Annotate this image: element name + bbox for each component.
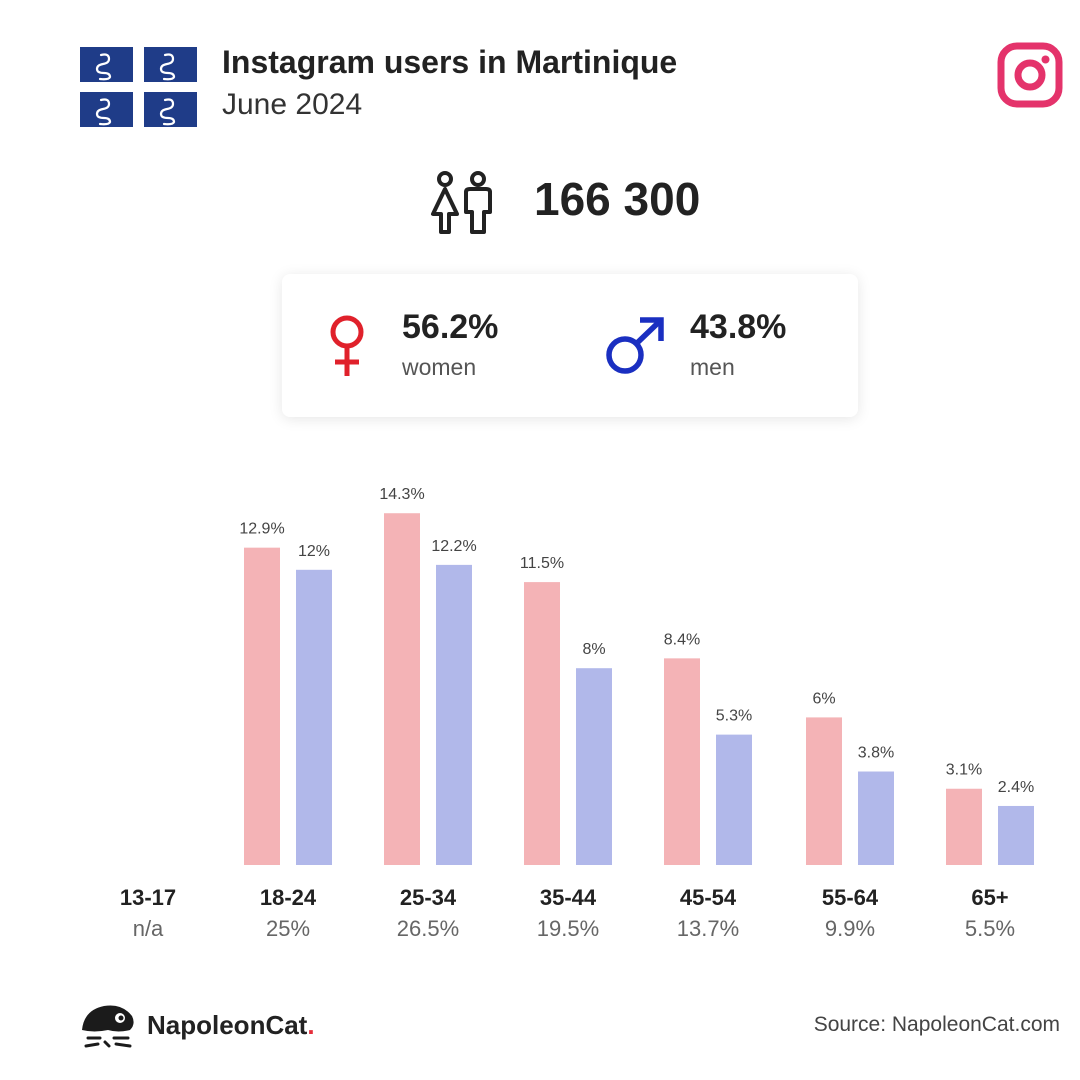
bar-label-men-25-34: 12.2% <box>431 538 476 555</box>
age-gender-bar-chart: 12.9% 12% 14.3% 12.2% 11.5% 8% 8.4% 5.3% 6% 3.8% 3… <box>239 486 1034 865</box>
age-group-35-44: 35-44 19.5% <box>498 884 638 946</box>
page-subtitle: June 2024 <box>222 88 363 121</box>
age-share-label: 19.5% <box>536 916 600 941</box>
age-share-label: 13.7% <box>676 916 740 941</box>
bar-label-men-55-64: 3.8% <box>858 745 894 762</box>
age-range-label: 65+ <box>971 885 1009 910</box>
bar-women-25-34 <box>384 513 420 865</box>
instagram-icon <box>997 42 1063 108</box>
bar-men-25-34 <box>436 564 472 865</box>
age-share-label: 5.5% <box>964 916 1016 941</box>
bar-women-45-54 <box>664 658 700 865</box>
age-group-18-24: 18-24 25% <box>218 884 358 946</box>
bar-women-65+ <box>946 788 982 865</box>
age-range-label: 55-64 <box>821 885 879 910</box>
bar-label-men-35-44: 8% <box>582 641 605 658</box>
age-group-65+: 65+ 5.5% <box>920 884 1060 946</box>
age-range-label: 13-17 <box>119 885 177 910</box>
male-percentage: 43.8% <box>690 308 787 346</box>
age-range-label: 18-24 <box>259 885 317 910</box>
bar-label-women-35-44: 11.5% <box>520 555 564 572</box>
source-text: Source: NapoleonCat.com <box>813 1013 1060 1036</box>
male-icon <box>606 317 664 374</box>
bar-men-55-64 <box>858 771 894 865</box>
gender-card <box>282 274 858 417</box>
age-share-label: n/a <box>132 916 164 941</box>
bar-men-35-44 <box>576 668 612 865</box>
brand-name: NapoleonCat. <box>147 1010 315 1040</box>
bar-label-women-25-34: 14.3% <box>379 486 424 503</box>
age-share-label: 26.5% <box>396 916 460 941</box>
age-share-label: 25% <box>265 916 311 941</box>
age-range-label: 25-34 <box>399 885 457 910</box>
bar-label-women-55-64: 6% <box>812 690 835 707</box>
age-range-label: 35-44 <box>539 885 597 910</box>
male-label: men <box>690 354 735 380</box>
bar-label-women-45-54: 8.4% <box>664 631 700 648</box>
martinique-flag-icon <box>80 47 197 127</box>
age-group-55-64: 55-64 9.9% <box>780 884 920 946</box>
people-icon <box>431 171 492 234</box>
age-group-13-17: 13-17 n/a <box>78 884 218 946</box>
female-icon <box>330 315 364 376</box>
bar-label-men-45-54: 5.3% <box>716 708 752 725</box>
bar-label-men-65+: 2.4% <box>998 779 1034 796</box>
bar-women-55-64 <box>806 717 842 865</box>
total-users-value: 166 300 <box>534 173 701 225</box>
napoleoncat-logo-icon <box>82 1005 134 1048</box>
bar-men-45-54 <box>716 734 752 865</box>
female-label: women <box>402 354 477 380</box>
bar-label-men-18-24: 12% <box>298 543 330 560</box>
page-title: Instagram users in Martinique <box>222 44 678 80</box>
bar-label-women-65+: 3.1% <box>946 762 982 779</box>
female-percentage: 56.2% <box>402 308 499 346</box>
age-share-label: 9.9% <box>824 916 876 941</box>
age-group-45-54: 45-54 13.7% <box>638 884 778 946</box>
age-group-25-34: 25-34 26.5% <box>358 884 498 946</box>
age-range-label: 45-54 <box>679 885 737 910</box>
bar-women-35-44 <box>524 582 560 865</box>
bar-men-65+ <box>998 805 1034 865</box>
bar-label-women-18-24: 12.9% <box>239 521 284 538</box>
bar-women-18-24 <box>244 547 280 865</box>
bar-men-18-24 <box>296 569 332 865</box>
